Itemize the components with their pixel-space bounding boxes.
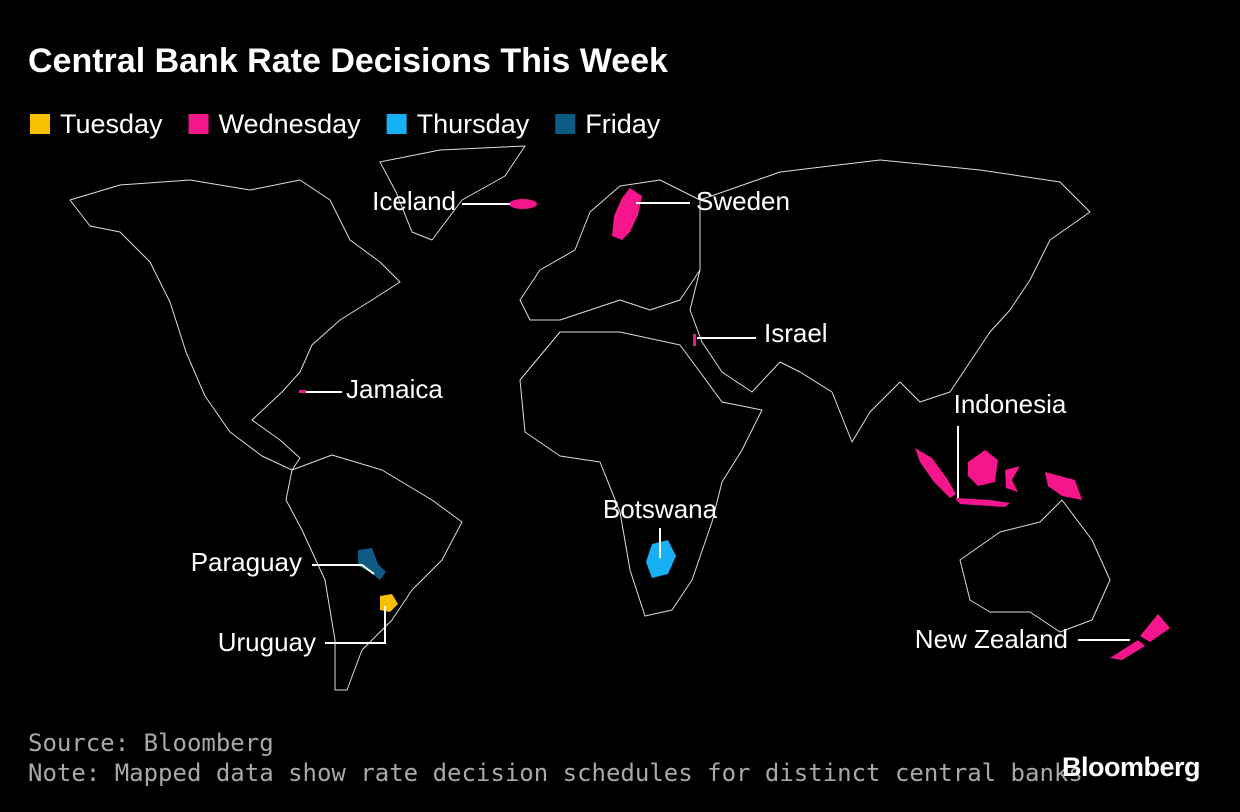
- country-shape: [646, 540, 676, 578]
- leader-lines: [306, 202, 1130, 644]
- country-label: New Zealand: [915, 624, 1068, 654]
- country-shape: [612, 188, 642, 240]
- legend-swatch: [30, 114, 50, 134]
- legend-label: Friday: [585, 109, 661, 139]
- country-label: Paraguay: [191, 547, 302, 577]
- africa: [519, 331, 763, 617]
- country-label: Iceland: [372, 186, 456, 216]
- country-label: Sweden: [696, 186, 790, 216]
- legend-swatch: [555, 114, 576, 134]
- logo: Bloomberg: [1062, 752, 1200, 782]
- legend-label: Thursday: [417, 109, 530, 139]
- country-label: Uruguay: [218, 627, 316, 657]
- leader-line: [312, 564, 375, 575]
- country-shape: [693, 334, 696, 346]
- legend-label: Wednesday: [219, 109, 362, 139]
- country-shape: [358, 548, 386, 580]
- legend-swatch: [188, 114, 209, 134]
- country-label: Israel: [764, 318, 828, 348]
- australia: [959, 499, 1111, 633]
- country-shape: [1110, 614, 1170, 660]
- title: Central Bank Rate Decisions This Week: [28, 42, 668, 80]
- country-shape: [299, 390, 306, 393]
- legend-label: Tuesday: [60, 109, 163, 139]
- source: Source: Bloomberg: [28, 729, 274, 757]
- leader-line: [325, 606, 386, 644]
- country-label: Indonesia: [954, 389, 1067, 419]
- country-shape: [915, 448, 1082, 507]
- country-shape: [509, 199, 537, 209]
- north-america: [69, 179, 401, 471]
- asia: [689, 159, 1091, 443]
- country-label: Botswana: [603, 494, 718, 524]
- country-labels: Iceland Sweden Israel Jamaica Indonesia …: [191, 186, 1068, 657]
- world-map: [69, 145, 1170, 691]
- legend: Tuesday Wednesday Thursday Friday: [30, 109, 661, 139]
- legend-swatch: [386, 114, 407, 134]
- greenland: [379, 145, 526, 241]
- country-label: Jamaica: [346, 374, 443, 404]
- note: Note: Mapped data show rate decision sch…: [28, 759, 1083, 787]
